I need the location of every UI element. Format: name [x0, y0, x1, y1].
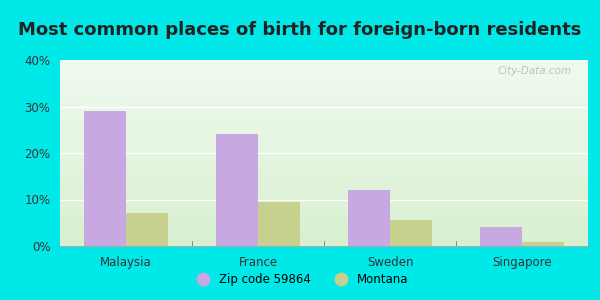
- Bar: [390, 220, 432, 246]
- Legend: Zip code 59864, Montana: Zip code 59864, Montana: [187, 269, 413, 291]
- Bar: [522, 242, 564, 246]
- Bar: [480, 227, 522, 246]
- Bar: [348, 190, 390, 246]
- Bar: [84, 111, 126, 246]
- Text: Most common places of birth for foreign-born residents: Most common places of birth for foreign-…: [19, 21, 581, 39]
- Bar: [126, 214, 168, 246]
- Bar: [216, 134, 258, 246]
- Text: City-Data.com: City-Data.com: [498, 66, 572, 76]
- Bar: [258, 202, 300, 246]
